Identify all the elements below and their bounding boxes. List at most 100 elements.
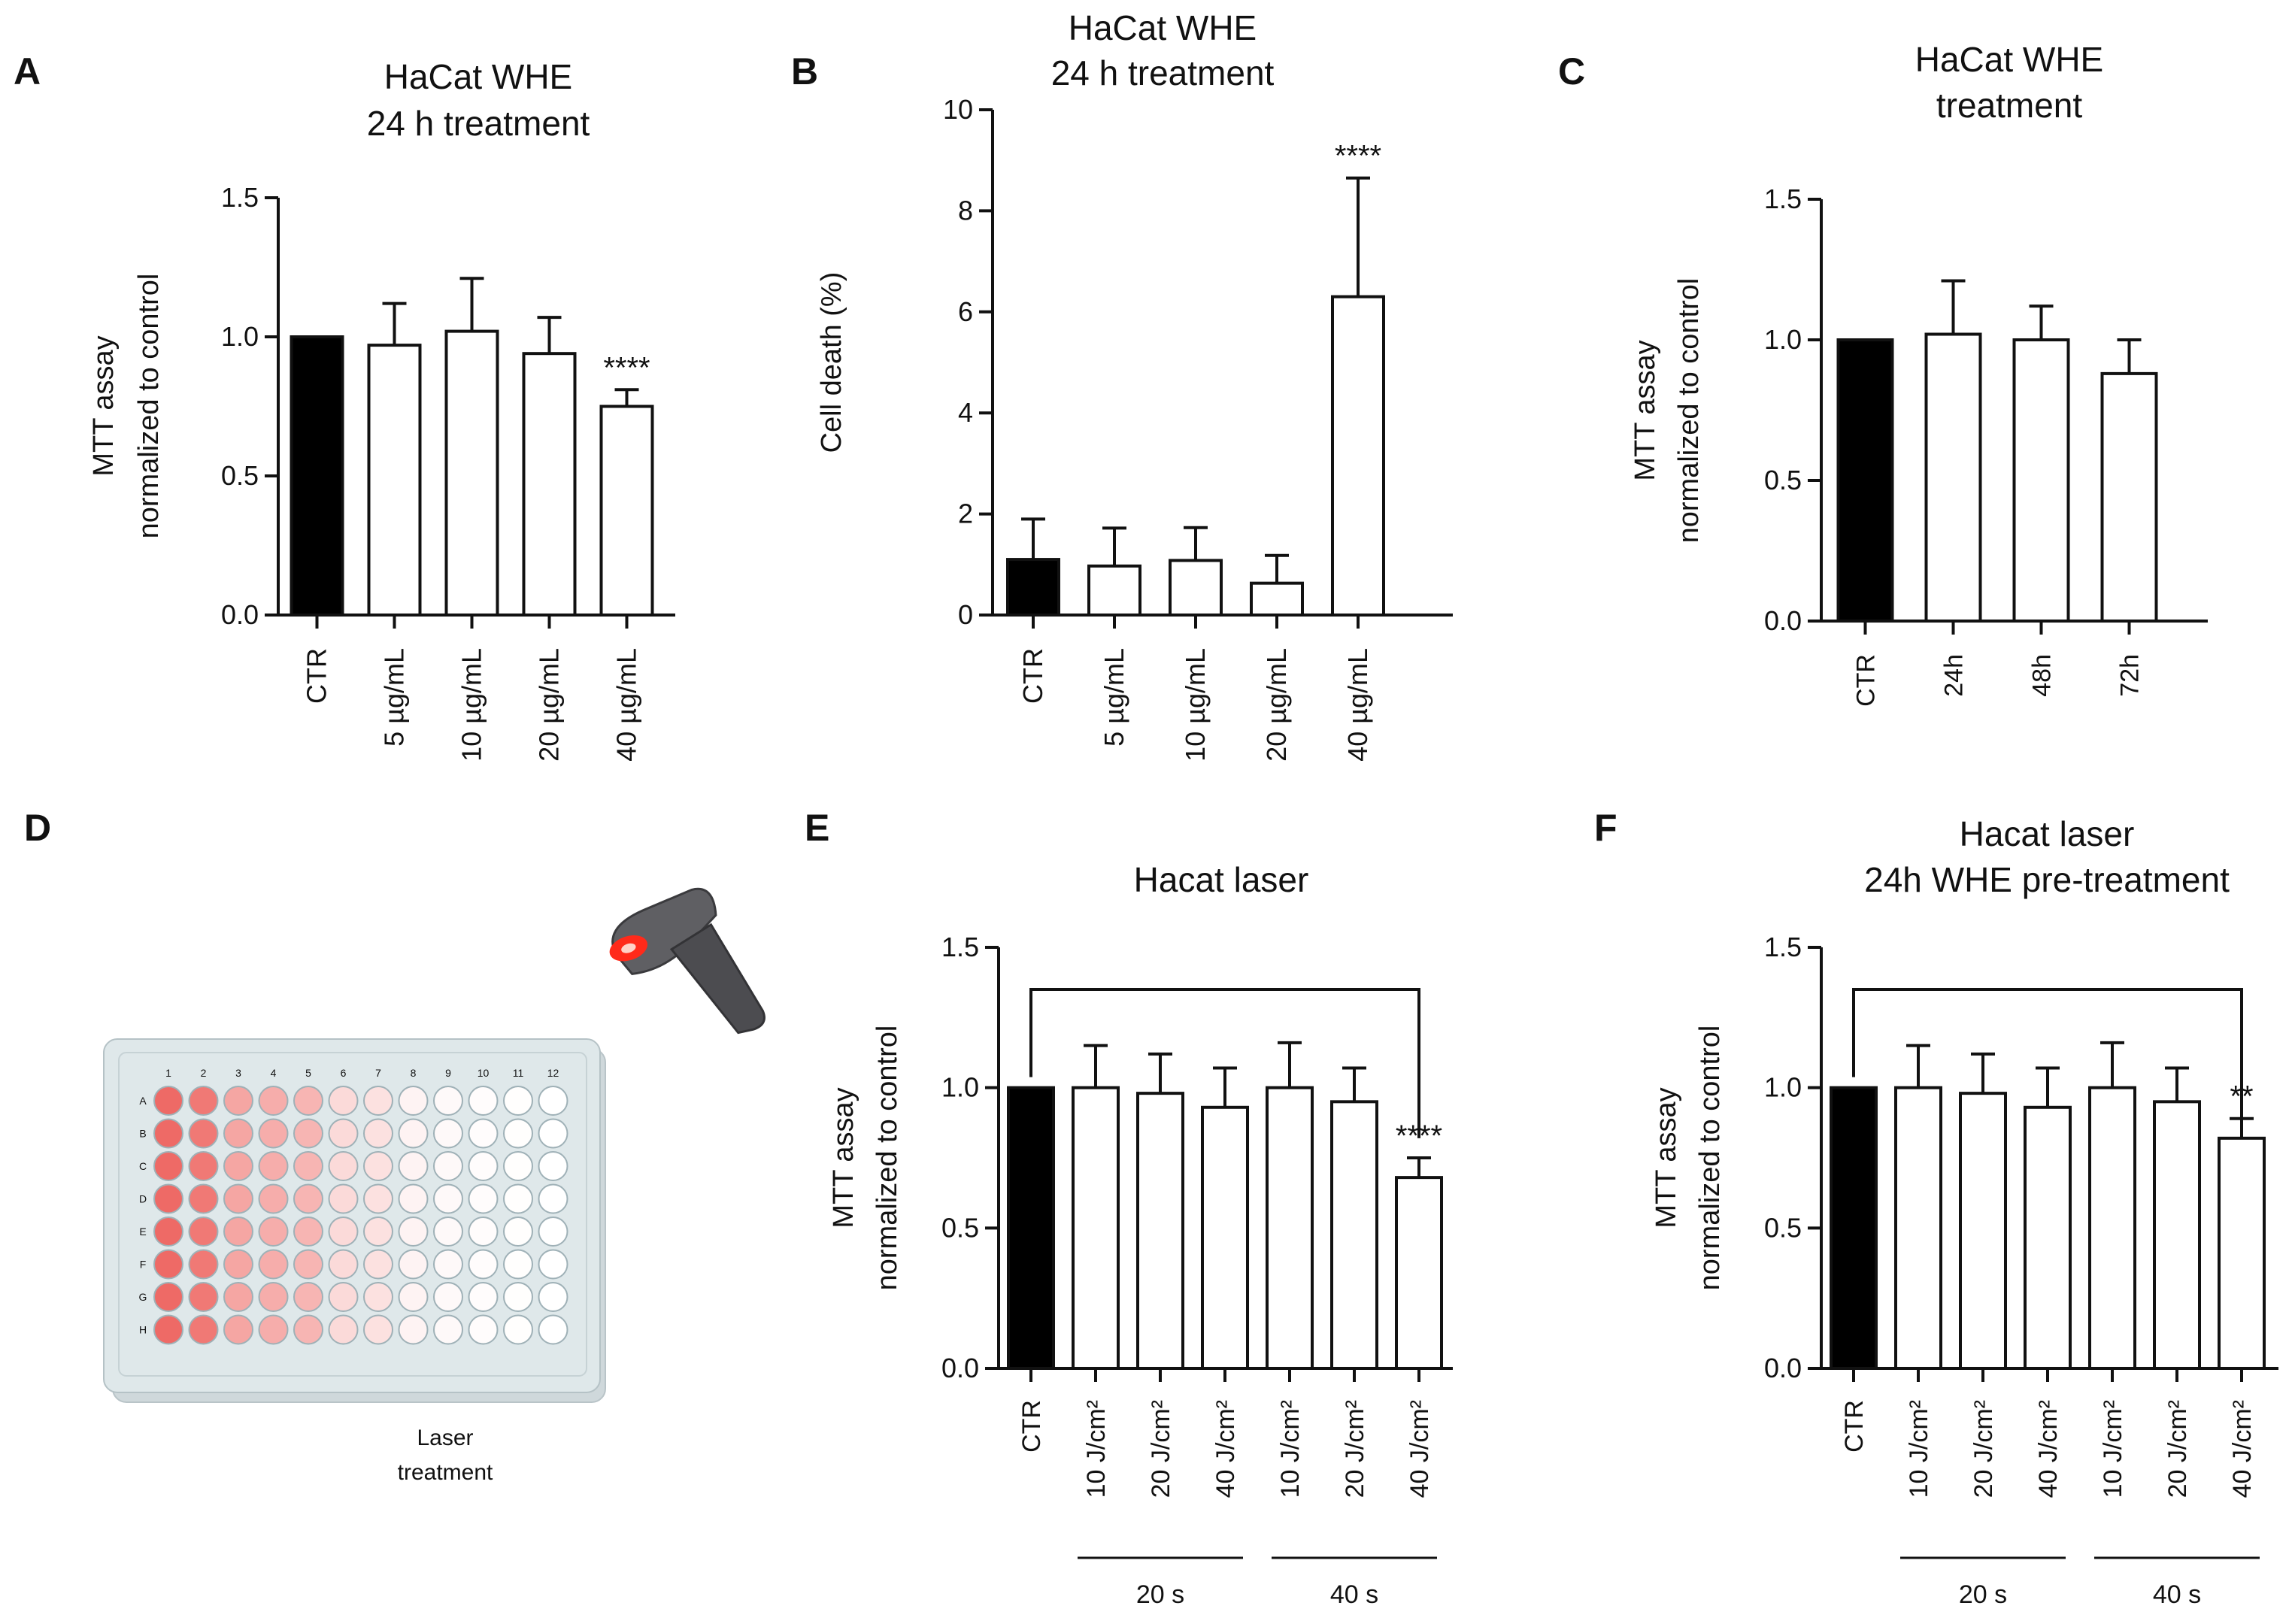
- y-tick-label: 2: [958, 498, 973, 529]
- plate-well: [398, 1314, 429, 1345]
- bar: [2153, 1100, 2201, 1371]
- plate-well: [503, 1314, 533, 1345]
- chart-title-line: Hacat laser: [1134, 860, 1309, 899]
- plate-well: [433, 1216, 463, 1247]
- y-axis-label: MTT assay: [88, 335, 120, 476]
- plate-well: [328, 1282, 359, 1312]
- plate-well: [188, 1282, 219, 1312]
- plate-well: [433, 1183, 463, 1214]
- chart-title-line: treatment: [1936, 86, 2083, 125]
- plate-well: [293, 1314, 323, 1345]
- x-tick-label: 20 µg/mL: [1261, 648, 1292, 762]
- y-tick-label: 0: [958, 599, 973, 630]
- chart-title-line: HaCat WHE: [384, 57, 572, 96]
- plate-well: [363, 1216, 393, 1247]
- plate-column-label: 5: [305, 1067, 311, 1079]
- y-tick-label: 0.5: [1764, 465, 1802, 495]
- plate-row-label: E: [139, 1226, 146, 1238]
- plate-column-label: 11: [513, 1067, 524, 1079]
- chart-c-mtt-time: HaCat WHE treatment MTT assay normalized to…: [1630, 40, 2208, 707]
- plate-well: [258, 1151, 289, 1181]
- chart-f-hacat-laser-pretreatment: Hacat laser 24h WHE pre-treatment MTT assa…: [1651, 814, 2278, 1609]
- bar: [1924, 332, 1982, 623]
- plate-well: [223, 1314, 253, 1345]
- plate-well: [153, 1118, 183, 1149]
- x-tick-label: 10 µg/mL: [1180, 648, 1211, 762]
- bar: [1959, 1092, 2007, 1370]
- y-tick-label: 1.5: [1764, 932, 1802, 962]
- bar: [1169, 559, 1223, 617]
- plate-column-label: 7: [375, 1067, 381, 1079]
- plate-well: [433, 1086, 463, 1116]
- plate-well: [223, 1151, 253, 1181]
- x-tick-label: 20 µg/mL: [534, 648, 565, 762]
- y-tick-label: 0.0: [941, 1353, 979, 1383]
- plate-well: [363, 1183, 393, 1214]
- chart-title-line: 24 h treatment: [367, 104, 590, 143]
- x-tick-label: 5 µg/mL: [379, 648, 410, 747]
- y-axis-label: MTT assay: [1630, 340, 1661, 480]
- plate-well: [363, 1282, 393, 1312]
- x-tick-label: CTR: [1840, 1400, 1869, 1453]
- x-tick-label: 20 J/cm²: [2163, 1400, 2192, 1498]
- chart-title-line: Hacat laser: [1960, 814, 2135, 853]
- y-axis-label: normalized to control: [1694, 1026, 1726, 1291]
- plate-well: [328, 1183, 359, 1214]
- x-tick-label: CTR: [1017, 648, 1048, 704]
- significance-label: ****: [1335, 140, 1381, 173]
- plate-well: [258, 1118, 289, 1149]
- plate-well: [468, 1216, 499, 1247]
- plate-well: [433, 1282, 463, 1312]
- plate-well: [503, 1118, 533, 1149]
- plate-column-label: 1: [165, 1067, 171, 1079]
- plate-well: [328, 1249, 359, 1280]
- plate-well: [153, 1249, 183, 1280]
- panel-d-caption-line2: treatment: [398, 1460, 493, 1485]
- plate-well: [398, 1118, 429, 1149]
- bar: [1266, 1086, 1314, 1370]
- plate-well: [328, 1314, 359, 1345]
- plate-column-label: 8: [411, 1067, 417, 1079]
- y-axis-label: normalized to control: [1673, 278, 1705, 544]
- plate-well: [468, 1249, 499, 1280]
- bar: [522, 352, 577, 617]
- panel-letter-d: D: [24, 807, 51, 849]
- plate-well: [328, 1086, 359, 1116]
- bar: [1007, 1086, 1055, 1370]
- x-tick-label: 10 µg/mL: [456, 648, 487, 762]
- significance-label: ****: [603, 351, 650, 384]
- x-tick-label: CTR: [1852, 654, 1881, 707]
- y-tick-label: 0.5: [941, 1212, 979, 1243]
- plate-well: [468, 1314, 499, 1345]
- plate-well: [258, 1183, 289, 1214]
- plate-well: [223, 1183, 253, 1214]
- plate-well: [293, 1086, 323, 1116]
- plate-well: [188, 1086, 219, 1116]
- bar: [290, 335, 344, 617]
- plate-column-label: 9: [445, 1067, 451, 1079]
- plate-row-labels: A B C D E F G H: [139, 1095, 147, 1336]
- x-tick-label: 10 J/cm²: [1905, 1400, 1933, 1498]
- plate-inner: [118, 1052, 587, 1377]
- x-tick-label: 40 J/cm²: [2034, 1400, 2063, 1498]
- plate-well: [223, 1249, 253, 1280]
- plate-well: [258, 1314, 289, 1345]
- y-axis-label: MTT assay: [828, 1087, 860, 1228]
- plate-well: [293, 1118, 323, 1149]
- plate-well: [258, 1086, 289, 1116]
- chart-title-line: HaCat WHE: [1915, 40, 2103, 79]
- plate-well: [398, 1249, 429, 1280]
- x-tick-label: 40 µg/mL: [1342, 648, 1373, 762]
- group-label: 20 s: [1136, 1580, 1184, 1609]
- plate-well: [293, 1183, 323, 1214]
- x-tick-label: 72h: [2116, 654, 2145, 697]
- x-tick-label: 40 J/cm²: [1211, 1400, 1240, 1498]
- plate-well: [363, 1249, 393, 1280]
- panel-letter-f: F: [1594, 807, 1617, 849]
- plate-well: [293, 1151, 323, 1181]
- plate-row-label: C: [139, 1160, 147, 1172]
- bar: [599, 404, 654, 617]
- plate-well: [188, 1151, 219, 1181]
